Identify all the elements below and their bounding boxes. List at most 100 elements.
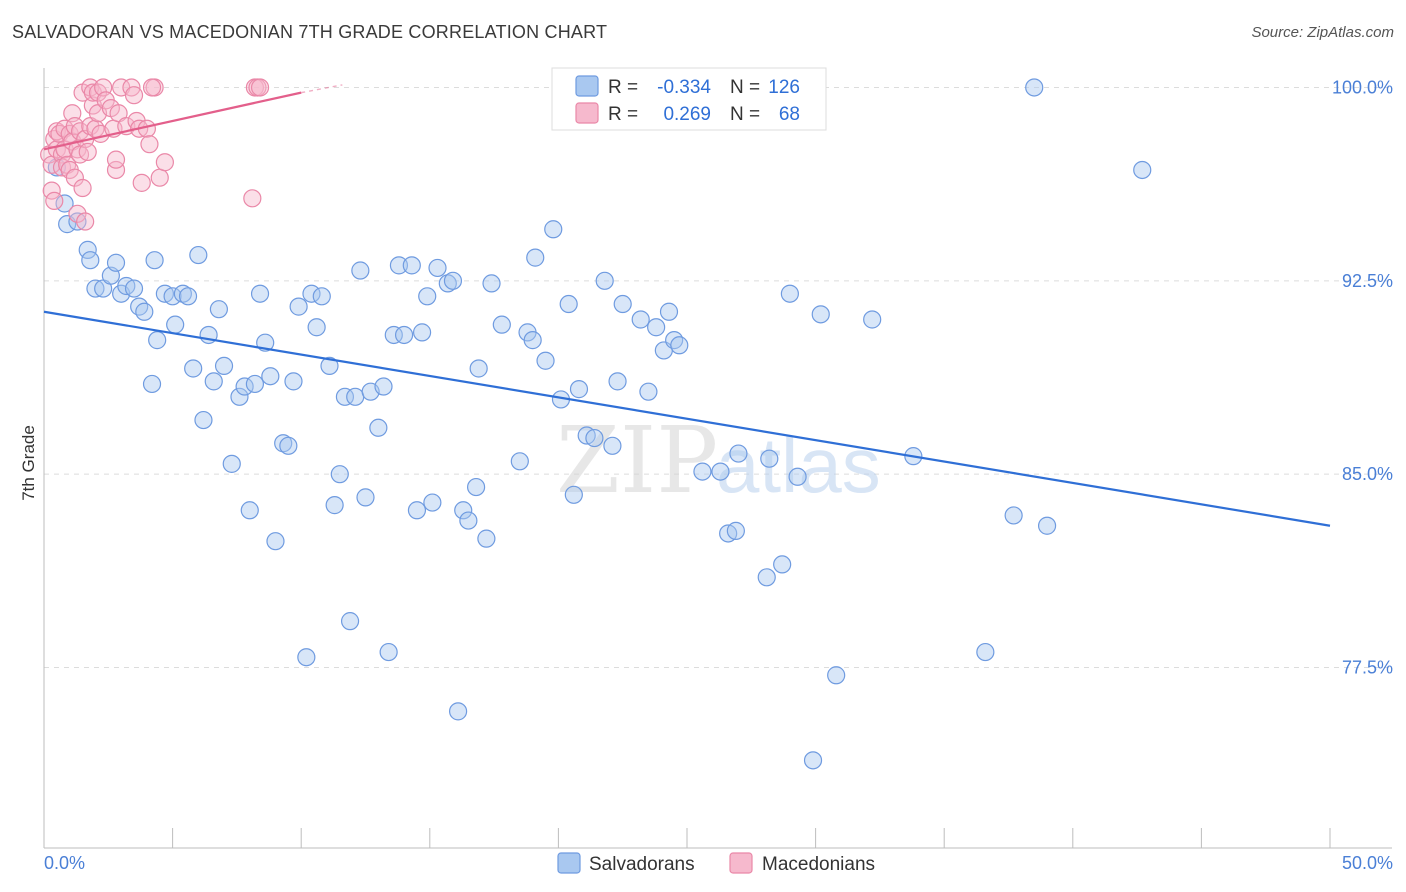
y-tick-label-0: 77.5% [1342,658,1393,678]
legend-r-value-salvadorans: -0.334 [657,77,711,98]
salvadoran-point-56 [369,418,388,437]
salvadoran-point-17 [148,331,167,350]
salvadoran-point-69 [443,271,463,290]
salvadoran-point-32 [235,377,254,396]
y-tick-labels: 77.5% 85.0% 92.5% 100.0% [1332,77,1393,677]
salvadoran-point-49 [330,465,349,484]
salvadoran-point-48 [325,496,344,515]
salvadoran-point-57 [374,377,393,396]
salvadoran-point-71 [454,501,473,520]
salvadoran-point-120 [1037,516,1057,535]
salvadoran-point-95 [639,382,658,401]
y-axis-label: 7th Grade [19,425,38,501]
salvadoran-point-118 [1004,506,1023,525]
salvadoran-point-23 [184,359,203,378]
axes [43,68,1392,849]
salvadoran-point-20 [166,315,185,334]
y-tick-label-3: 100.0% [1332,77,1393,97]
macedonian-point-54 [150,168,169,187]
macedonian-point-51 [140,135,159,154]
salvadoran-point-112 [803,751,823,770]
salvadoran-point-59 [384,325,403,345]
salvadoran-point-27 [204,372,223,391]
salvadoran-point-31 [230,387,249,406]
salvadoran-point-83 [544,220,563,239]
salvadoran-point-103 [711,462,730,481]
salvadoran-point-106 [729,444,748,463]
salvadorans-points [47,78,1152,770]
salvadoran-point-90 [595,271,614,290]
salvadoran-point-52 [346,387,365,406]
salvadoran-point-38 [266,532,285,551]
salvadoran-point-73 [466,477,486,497]
macedonian-point-55 [155,153,174,172]
legend-r-value-macedonians: 0.269 [663,104,711,125]
salvadoran-point-89 [585,428,604,448]
salvadoran-point-39 [274,434,293,453]
salvadoran-point-33 [240,501,259,520]
macedonian-point-20 [68,204,87,223]
salvadoran-point-78 [510,452,529,471]
macedonians-points [40,78,270,231]
salvadoran-point-35 [250,284,270,303]
macedonian-point-59 [250,78,270,97]
salvadoran-point-75 [477,529,496,548]
salvadoran-point-40 [279,436,298,455]
legend-n-value-salvadorans: 126 [768,77,800,98]
salvadoran-point-85 [559,294,578,314]
salvadoran-point-3 [68,212,87,231]
salvadoran-point-47 [320,356,339,376]
salvadoran-point-111 [788,467,807,486]
macedonian-point-33 [88,83,108,102]
salvadoran-point-67 [428,258,447,278]
legend-swatch-macedonians [575,102,599,124]
series-legend: Salvadorans Macedonians [557,852,875,875]
salvadoran-point-46 [312,287,331,306]
salvadoran-point-6 [86,279,105,298]
salvadoran-point-115 [863,310,882,329]
series-swatch-macedonians [729,852,753,874]
salvadoran-point-41 [284,372,303,391]
source-label: Source: ZipAtlas.com [1251,24,1394,41]
salvadoran-point-80 [523,331,542,350]
salvadoran-point-53 [351,261,370,280]
salvadoran-point-51 [340,612,360,631]
salvadoran-point-29 [214,356,234,376]
macedonian-point-27 [78,142,97,162]
salvadoran-point-107 [757,568,776,587]
salvadoran-point-113 [811,305,830,324]
salvadoran-point-68 [438,274,457,293]
salvadoran-point-5 [81,251,100,270]
legend-n-label-2: N = [730,104,760,125]
watermark-zip: ZIP [556,407,718,514]
salvadoran-point-16 [145,251,164,270]
salvadoran-point-30 [222,454,241,473]
stats-legend: R = -0.334 N = 126 R = 0.269 N = 68 [551,67,827,131]
salvadoran-point-77 [492,315,511,334]
x-tick-label-1: 50.0% [1342,853,1393,873]
salvadoran-point-93 [613,294,632,314]
salvadoran-point-28 [209,300,228,319]
salvadoran-point-121 [1133,160,1152,180]
salvadoran-point-54 [356,488,375,507]
macedonian-point-56 [243,189,262,208]
salvadoran-point-21 [173,284,192,303]
salvadoran-point-45 [307,318,326,337]
trend-lines [43,84,1331,527]
macedonians-trend-line [43,91,302,151]
salvadoran-point-72 [459,511,478,530]
legend-swatch-salvadorans [575,75,599,97]
salvadoran-point-64 [412,323,432,342]
salvadoran-point-43 [297,648,316,667]
salvadoran-point-25 [194,410,213,430]
salvadoran-point-76 [482,274,501,293]
salvadoran-point-24 [189,245,208,265]
legend-n-label-1: N = [730,77,760,98]
salvadoran-point-50 [335,387,355,406]
y-tick-label-1: 85.0% [1342,464,1393,484]
salvadoran-point-110 [780,284,799,303]
salvadoran-point-62 [402,256,421,275]
salvadoran-point-9 [106,253,126,272]
series-label-salvadorans: Salvadorans [589,854,695,875]
